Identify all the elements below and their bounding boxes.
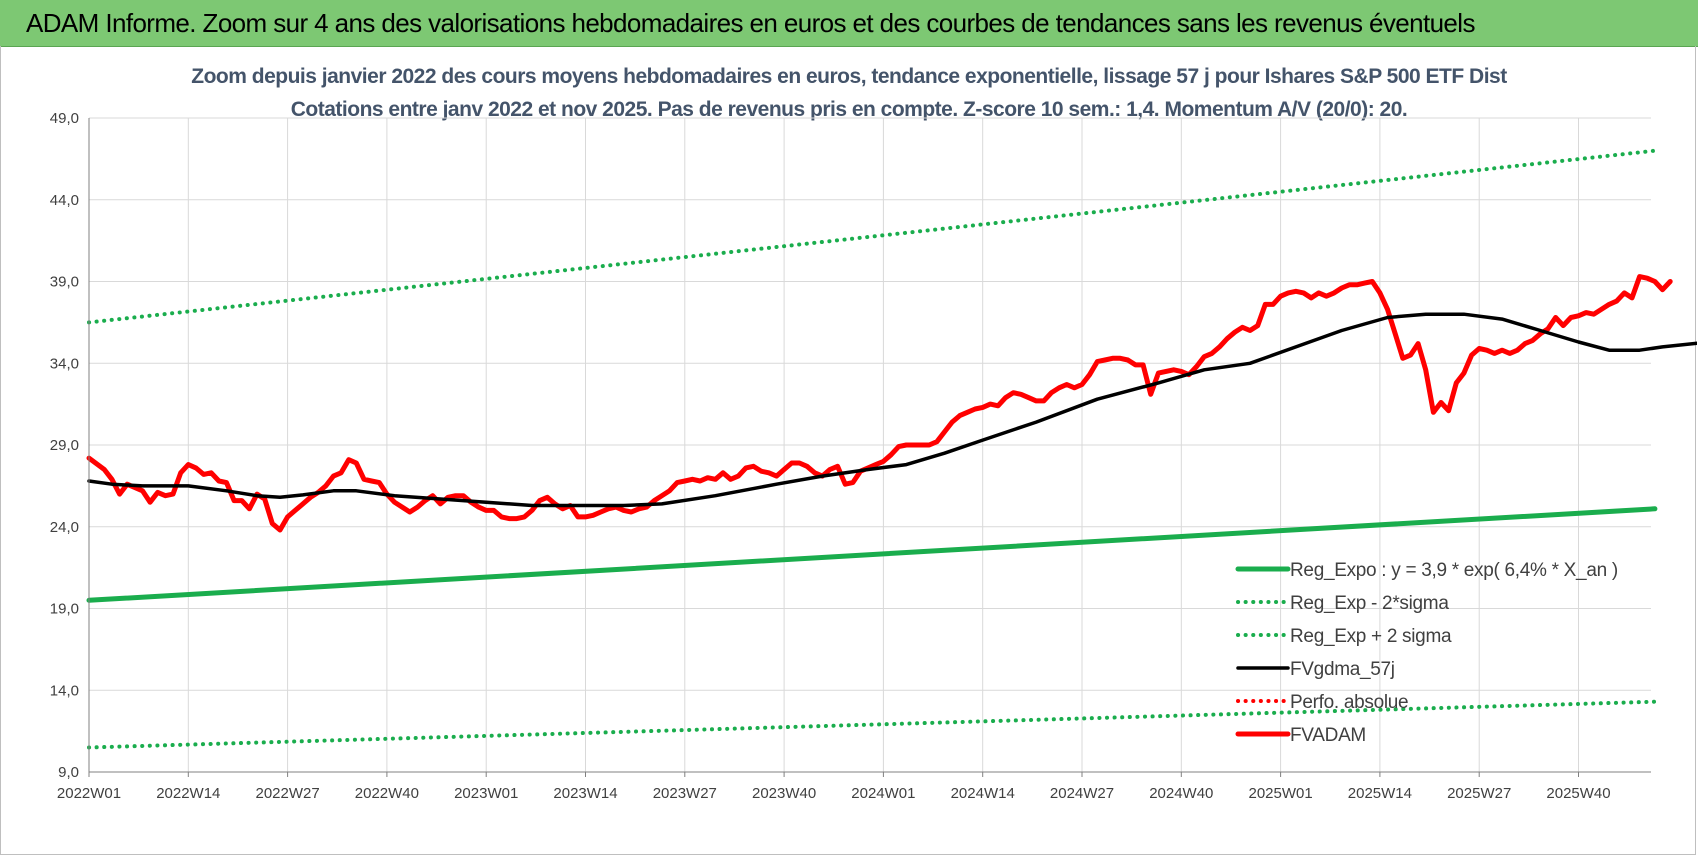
legend-label-0: Reg_Expo : y = 3,9 * exp( 6,4% * X_an ) (1290, 560, 1618, 581)
series-line-1 (87, 699, 1657, 750)
series-line-2 (87, 148, 1657, 325)
y-tick-label: 14,0 (50, 682, 79, 699)
y-tick-label: 24,0 (50, 519, 79, 536)
series-group (86, 148, 1697, 750)
chart-title-line2: Cotations entre janv 2022 et nov 2025. P… (291, 98, 1407, 121)
x-tick-label: 2024W40 (1149, 785, 1213, 802)
legend-label-2: Reg_Exp + 2 sigma (1290, 626, 1452, 647)
x-tick-label: 2023W14 (553, 785, 617, 802)
x-tick-label: 2022W01 (57, 785, 121, 802)
chart-frame: Zoom depuis janvier 2022 des cours moyen… (0, 46, 1697, 855)
banner-title: ADAM Informe. Zoom sur 4 ans des valoris… (26, 8, 1475, 38)
legend-label-4: Perfo. absolue (1290, 692, 1408, 713)
x-tick-label: 2022W14 (156, 785, 220, 802)
x-tick-label: 2023W01 (454, 785, 518, 802)
y-tick-label: 19,0 (50, 601, 79, 618)
y-tick-label: 44,0 (50, 192, 79, 209)
x-tick-label: 2025W40 (1546, 785, 1610, 802)
legend-label-5: FVADAM (1290, 725, 1366, 746)
x-tick-label: 2025W27 (1447, 785, 1511, 802)
legend-label-1: Reg_Exp - 2*sigma (1290, 593, 1449, 614)
legend-label-3: FVgdma_57j (1290, 659, 1395, 680)
x-tick-label: 2022W27 (255, 785, 319, 802)
chart-title-line1: Zoom depuis janvier 2022 des cours moyen… (191, 65, 1507, 88)
axes: 9,0 14,0 19,0 24,0 29,0 34,0 39,0 44,0 49,0 2022W… (50, 110, 1651, 802)
x-tick-label: 2025W01 (1248, 785, 1312, 802)
x-tick-label: 2023W27 (653, 785, 717, 802)
x-tick-label: 2024W01 (851, 785, 915, 802)
y-tick-label: 29,0 (50, 437, 79, 454)
y-tick-label: 34,0 (50, 355, 79, 372)
chart-svg: Zoom depuis janvier 2022 des cours moyen… (50, 65, 1697, 802)
series-line-3 (87, 312, 1697, 508)
series-line-5 (86, 274, 1673, 533)
y-tick-label: 39,0 (50, 274, 79, 291)
y-tick-label: 49,0 (50, 110, 79, 127)
x-tick-label: 2023W40 (752, 785, 816, 802)
legend: Reg_Expo : y = 3,9 * exp( 6,4% * X_an ) R… (1235, 560, 1618, 746)
x-tick-label: 2024W14 (951, 785, 1015, 802)
x-tick-label: 2025W14 (1348, 785, 1412, 802)
y-tick-label: 9,0 (58, 764, 79, 781)
banner: ADAM Informe. Zoom sur 4 ans des valoris… (0, 0, 1698, 47)
grid (88, 117, 1651, 773)
x-tick-label: 2022W40 (355, 785, 419, 802)
series-line-0 (86, 506, 1658, 603)
x-tick-label: 2024W27 (1050, 785, 1114, 802)
